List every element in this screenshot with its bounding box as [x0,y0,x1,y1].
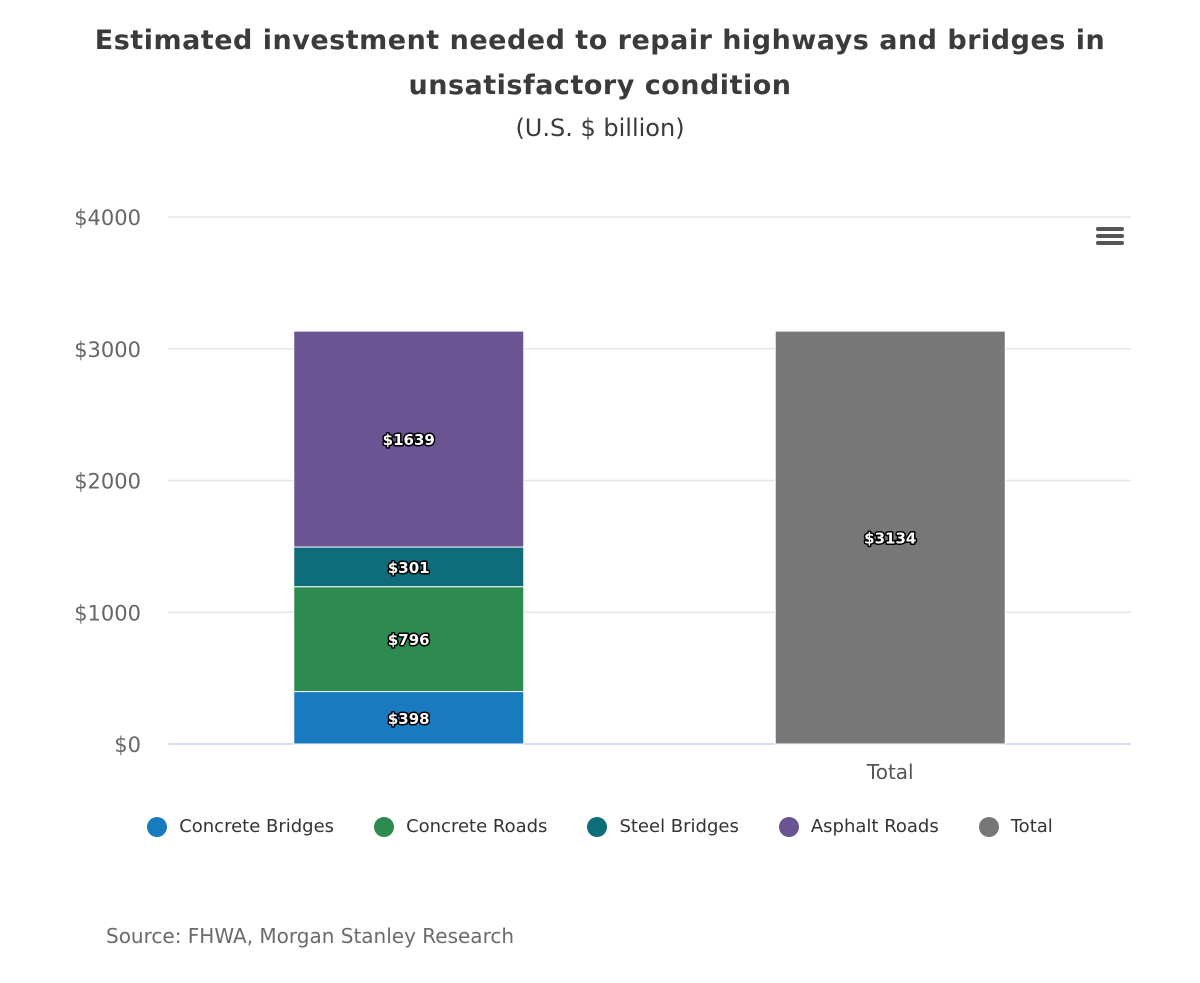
legend-label: Concrete Roads [406,816,548,837]
legend-marker [147,816,168,837]
legend-marker [978,816,999,837]
y-tick-label: $3000 [74,338,141,362]
data-label: $1639 [383,431,435,449]
legend-item[interactable]: Total [978,816,1053,837]
chart-legend: Concrete Bridges Concrete Roads Steel Brid… [0,816,1200,837]
bar-segment[interactable] [774,330,1006,745]
bar-segment[interactable] [293,691,525,745]
y-tick-label: $0 [114,733,141,757]
legend-label: Steel Bridges [619,816,739,837]
y-tick-label: $2000 [74,470,141,494]
legend-marker [374,816,395,837]
y-tick-label: $4000 [74,206,141,230]
legend-label: Asphalt Roads [810,816,939,837]
legend-item[interactable]: Steel Bridges [587,816,739,837]
legend-item[interactable]: Asphalt Roads [778,816,939,837]
chart-title: Estimated investment needed to repair hi… [94,25,1106,101]
y-tick-label: $1000 [74,601,141,625]
data-label: $301 [388,559,430,577]
chart-subtitle: (U.S. $ billion) [515,114,685,142]
source-note: Source: FHWA, Morgan Stanley Research [106,924,515,948]
legend-marker [587,816,608,837]
bar-segment[interactable] [293,586,525,693]
bar-segment[interactable] [293,546,525,588]
data-label: $398 [388,710,430,728]
legend-item[interactable]: Concrete Roads [374,816,547,837]
chart-plot: $0 $1000 $2000 $3000 $4000 $398 $796 $301 $1639 $… [74,206,1131,784]
data-label: $796 [388,631,430,649]
legend-label: Total [1010,816,1053,837]
x-tick-label: Total [866,760,914,784]
bar-segment[interactable] [293,330,525,548]
chart-menu-button[interactable] [1096,224,1130,252]
legend-marker [778,816,799,837]
hamburger-menu-icon [1096,227,1124,231]
data-label: $3134 [864,530,916,548]
legend-label: Concrete Bridges [179,816,335,837]
legend-item[interactable]: Concrete Bridges [147,816,334,837]
